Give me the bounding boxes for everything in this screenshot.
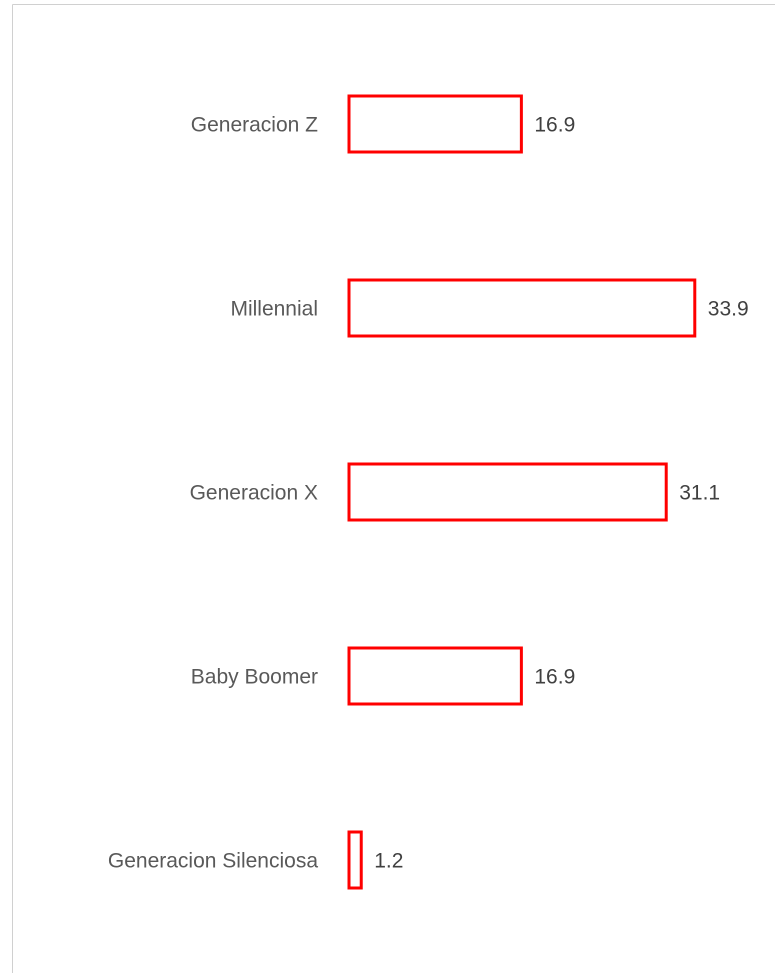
category-label: Generacion Z — [191, 114, 318, 137]
data-label: 1.2 — [374, 850, 403, 873]
category-label: Generacion Silenciosa — [108, 850, 318, 873]
bar — [347, 646, 523, 706]
category-label: Generacion X — [190, 482, 318, 505]
bar — [347, 94, 523, 154]
bar — [347, 278, 697, 338]
category-label: Millennial — [230, 298, 318, 321]
data-label: 31.1 — [679, 482, 720, 505]
data-label: 16.9 — [534, 666, 575, 689]
bar — [347, 830, 363, 890]
bar — [347, 462, 668, 522]
data-label: 33.9 — [708, 298, 749, 321]
category-label: Baby Boomer — [191, 666, 318, 689]
data-label: 16.9 — [534, 114, 575, 137]
